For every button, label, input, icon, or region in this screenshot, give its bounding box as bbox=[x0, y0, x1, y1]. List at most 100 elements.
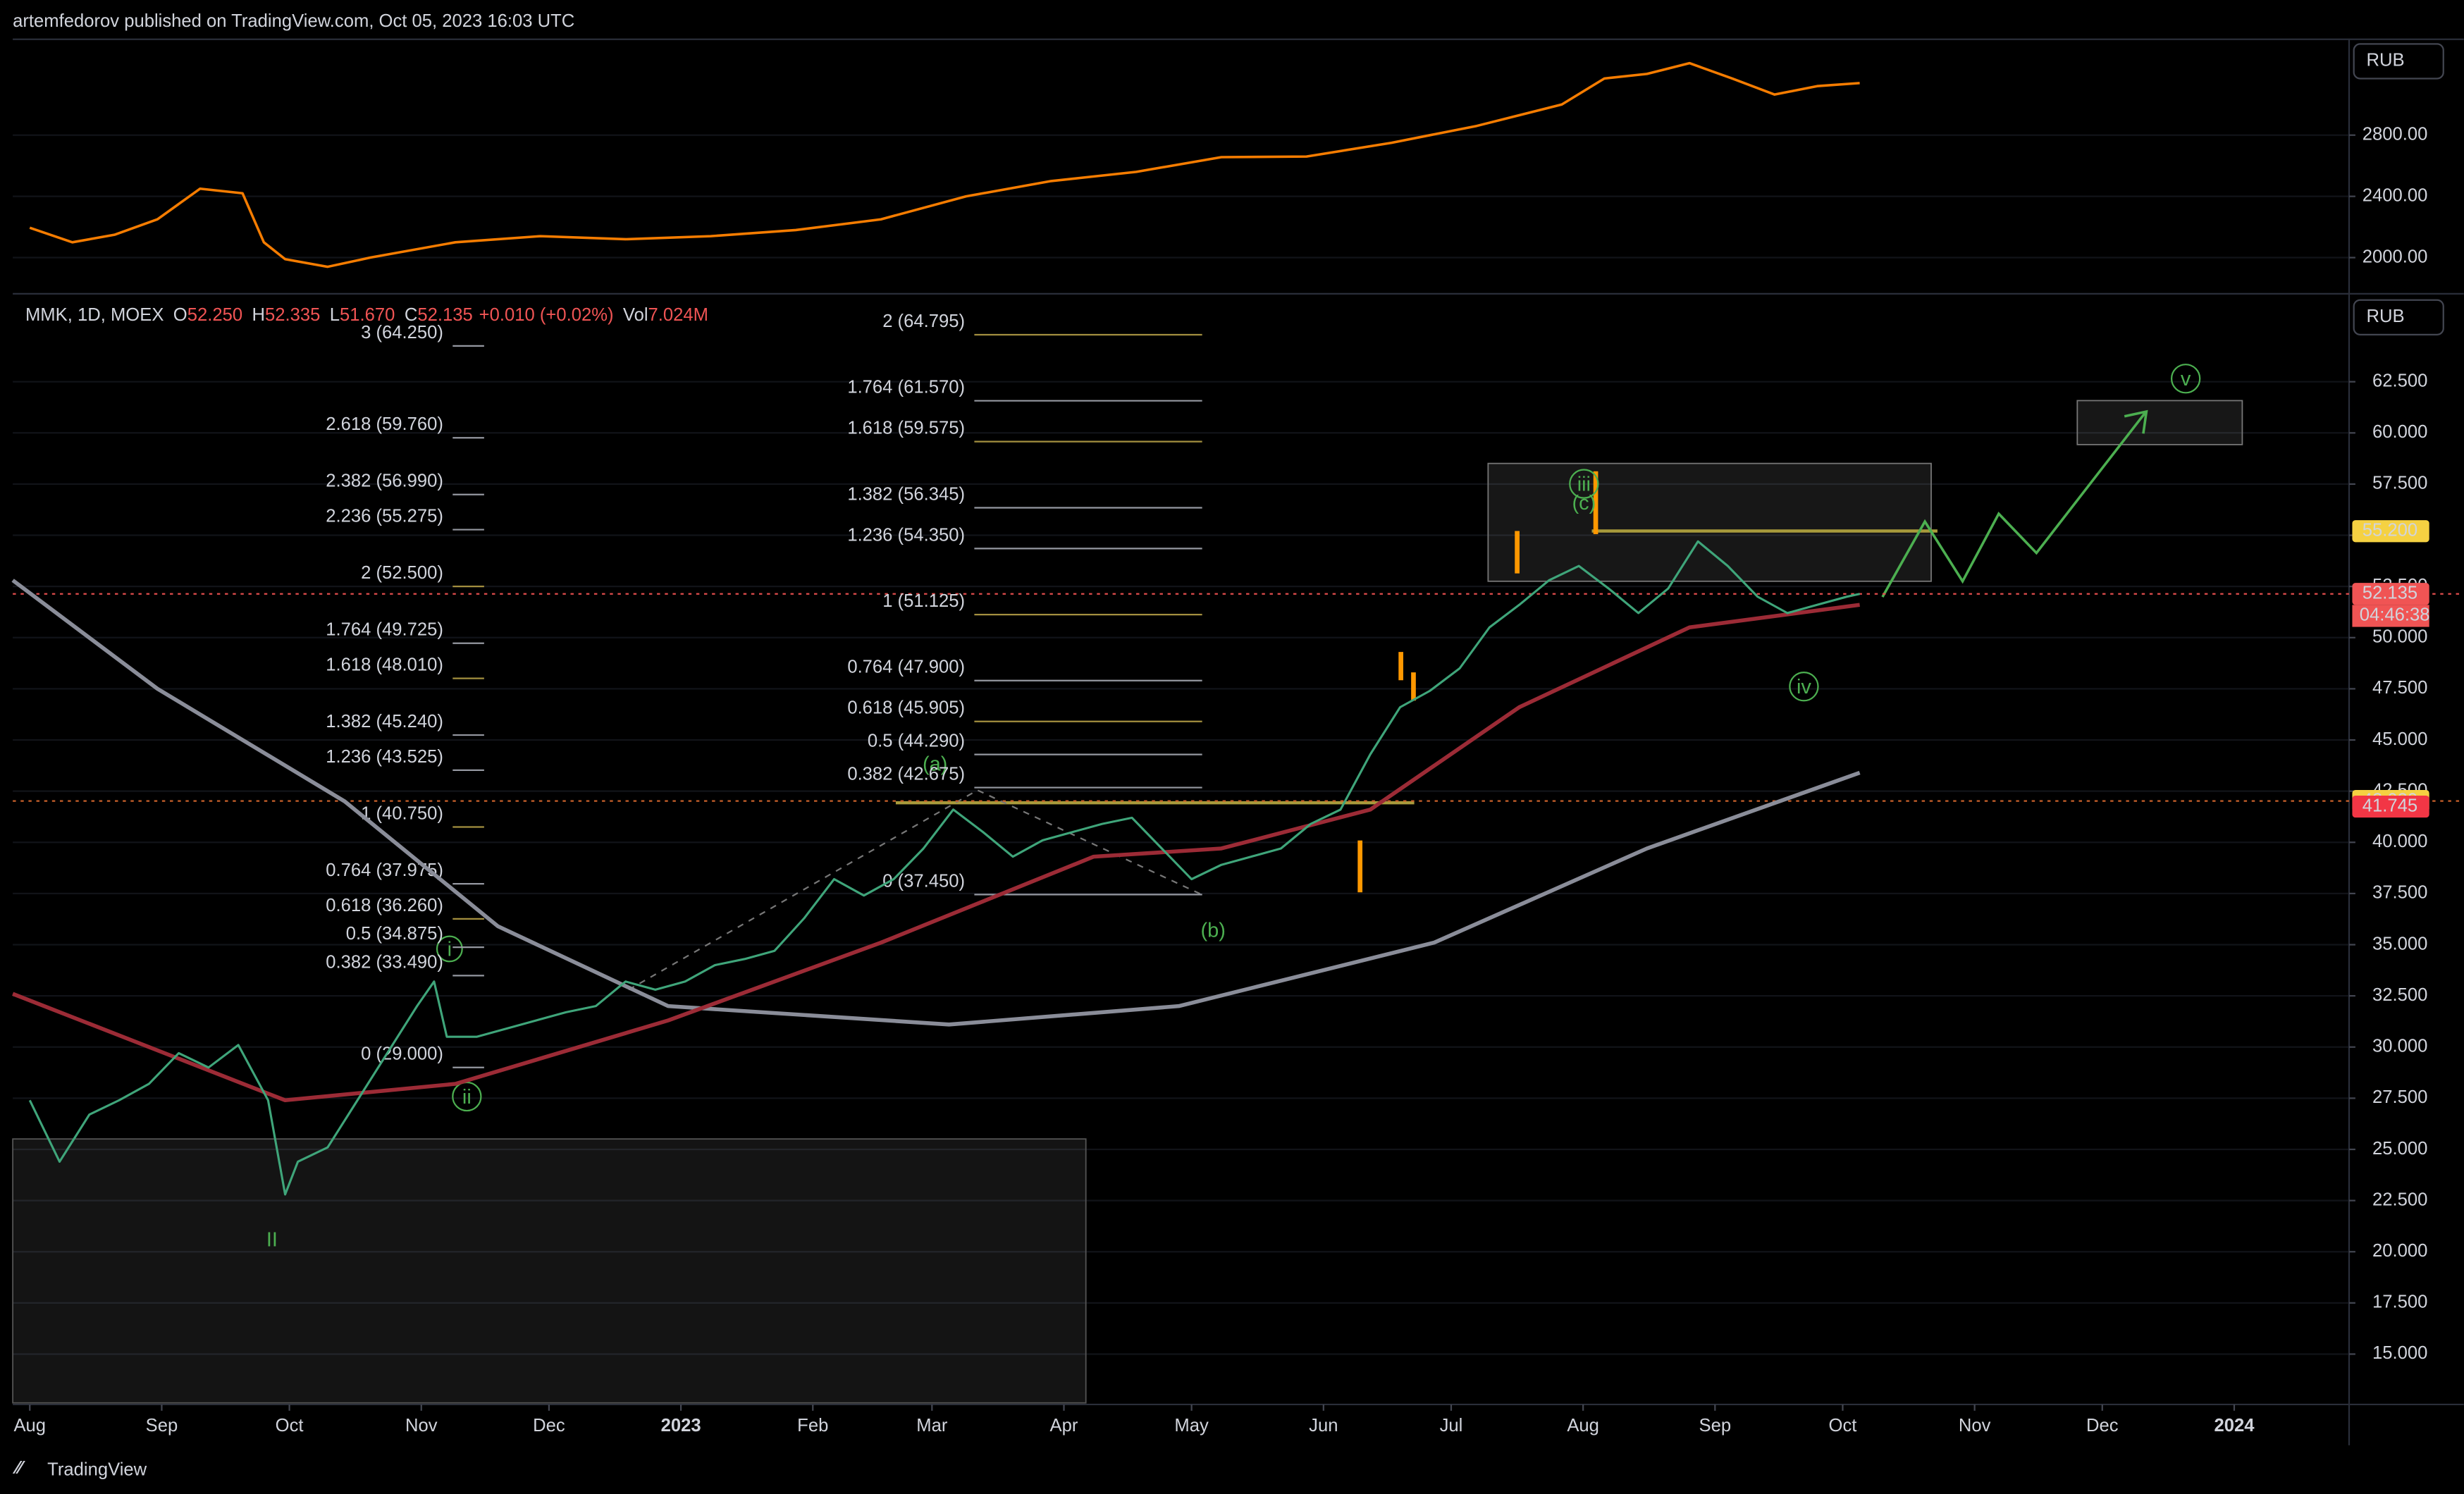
fib-label: 0.5 (34.875) bbox=[346, 924, 443, 944]
price-badge bbox=[2352, 795, 2429, 818]
fib-label: 1.764 (49.725) bbox=[326, 620, 443, 640]
price-badge-label: 41.745 bbox=[2363, 796, 2417, 815]
y-tick-label: 62.500 bbox=[2372, 371, 2427, 390]
y-tick-label: 50.000 bbox=[2372, 627, 2427, 647]
fib-label: 1.764 (61.570) bbox=[847, 378, 965, 397]
marker bbox=[1515, 531, 1520, 574]
currency-button[interactable] bbox=[2353, 43, 2444, 80]
wave-label: v bbox=[2181, 368, 2191, 390]
marker bbox=[1411, 672, 1416, 701]
wave-label: II bbox=[266, 1229, 278, 1252]
fib-label: 0.5 (44.290) bbox=[868, 731, 965, 751]
price-badge-label: 55.200 bbox=[2363, 520, 2417, 540]
markers bbox=[1357, 471, 1598, 893]
wave-circle bbox=[1569, 469, 1599, 499]
x-tick-label: May bbox=[1174, 1416, 1209, 1436]
trend-dash bbox=[628, 789, 1205, 991]
price-line bbox=[12, 603, 1860, 1103]
price-line bbox=[29, 61, 1860, 268]
y-tick-label: 27.500 bbox=[2372, 1087, 2427, 1107]
wave-circle bbox=[2170, 364, 2201, 394]
marker bbox=[1593, 471, 1598, 534]
x-tick-label: Oct bbox=[1829, 1416, 1857, 1436]
fib-label: 1.382 (56.345) bbox=[847, 484, 965, 504]
y-tick-label: 2000.00 bbox=[2363, 247, 2428, 266]
back-layer bbox=[13, 134, 2349, 1355]
fib-label: 2.236 (55.275) bbox=[326, 506, 443, 526]
fib-label: 1 (51.125) bbox=[882, 591, 965, 611]
footer-brand: TradingView bbox=[47, 1459, 147, 1479]
marker bbox=[1398, 652, 1403, 681]
y-tick-label: 30.000 bbox=[2372, 1037, 2427, 1056]
x-tick-label: Dec bbox=[533, 1416, 565, 1436]
y-tick-label: 40.000 bbox=[2372, 832, 2427, 851]
wave-label: iii bbox=[1577, 473, 1591, 495]
fib-label: 0 (37.450) bbox=[882, 871, 965, 891]
y-tick-label: 37.500 bbox=[2372, 883, 2427, 903]
fib-label: 3 (64.250) bbox=[361, 323, 443, 342]
range-box bbox=[12, 1138, 1087, 1404]
currency-label: RUB bbox=[2367, 51, 2405, 70]
price-badge bbox=[2352, 583, 2429, 605]
x-tick-label: Sep bbox=[1699, 1416, 1732, 1436]
y-tick-label: 32.500 bbox=[2372, 985, 2427, 1005]
fib-label: 2 (64.795) bbox=[882, 311, 965, 331]
arrow-head bbox=[2124, 409, 2148, 434]
x-tick-label: 2023 bbox=[661, 1416, 701, 1436]
x-tick-label: Apr bbox=[1050, 1416, 1078, 1436]
wave-label: (b) bbox=[1201, 920, 1226, 942]
y-tick-label: 2800.00 bbox=[2363, 124, 2428, 144]
fib-label: 2 (52.500) bbox=[361, 563, 443, 583]
y-tick-label: 35.000 bbox=[2372, 934, 2427, 953]
target-box bbox=[2076, 400, 2243, 445]
y-tick-label: 57.500 bbox=[2372, 474, 2427, 493]
wave-circle bbox=[436, 935, 463, 963]
range-box bbox=[1487, 462, 1932, 582]
x-tick-label: Sep bbox=[146, 1416, 178, 1436]
fib-label: 1.618 (48.010) bbox=[326, 655, 443, 675]
x-tick-label: Feb bbox=[797, 1416, 828, 1436]
wave-label: ii bbox=[462, 1086, 472, 1109]
x-tick-label: Nov bbox=[1959, 1416, 1991, 1436]
fib-label: 0.618 (36.260) bbox=[326, 896, 443, 915]
y-tick-label: 15.000 bbox=[2372, 1343, 2427, 1363]
x-tick-label: Oct bbox=[276, 1416, 304, 1436]
y-tick-label: 17.500 bbox=[2372, 1292, 2427, 1312]
price-line bbox=[28, 540, 1860, 1196]
price-badge bbox=[2352, 520, 2429, 543]
x-tick-label: Mar bbox=[916, 1416, 948, 1436]
marker bbox=[1357, 840, 1363, 893]
fib-label: 1.618 (59.575) bbox=[847, 419, 965, 438]
fib-label: 0.764 (37.975) bbox=[326, 860, 443, 880]
wave-label: (a) bbox=[923, 753, 947, 775]
y-tick-label: 22.500 bbox=[2372, 1190, 2427, 1209]
price-badge-label: 52.135 bbox=[2363, 584, 2417, 603]
y-tick-label: 47.500 bbox=[2372, 678, 2427, 698]
currency-button[interactable] bbox=[2353, 299, 2444, 335]
currency-label: RUB bbox=[2367, 307, 2405, 326]
countdown: 04:46:38 bbox=[2360, 605, 2430, 625]
y-tick-label: 60.000 bbox=[2372, 422, 2427, 442]
fib-label: 0.382 (42.675) bbox=[847, 764, 965, 784]
fib-label: 2.618 (59.760) bbox=[326, 414, 443, 434]
wave-circle bbox=[1789, 671, 1819, 702]
x-tick-label: Aug bbox=[13, 1416, 46, 1436]
fib-label: 2.382 (56.990) bbox=[326, 471, 443, 491]
y-tick-label: 45.000 bbox=[2372, 729, 2427, 749]
projection-arrow bbox=[1881, 412, 2146, 598]
header-title: artemfedorov published on TradingView.co… bbox=[13, 11, 574, 31]
fib-label: 0 (29.000) bbox=[361, 1044, 443, 1064]
x-tick-label: Aug bbox=[1567, 1416, 1599, 1436]
x-tick-label: Jun bbox=[1309, 1416, 1338, 1436]
fib-label: 1.236 (43.525) bbox=[326, 747, 443, 767]
x-tick-label: Nov bbox=[405, 1416, 438, 1436]
price-line bbox=[11, 579, 1861, 1027]
wave-label: (c) bbox=[1572, 492, 1596, 514]
fib-label: 0.382 (33.490) bbox=[326, 952, 443, 972]
countdown-badge bbox=[2352, 605, 2429, 627]
x-tick-label: Jul bbox=[1440, 1416, 1463, 1436]
x-tick-label: Dec bbox=[2086, 1416, 2119, 1436]
